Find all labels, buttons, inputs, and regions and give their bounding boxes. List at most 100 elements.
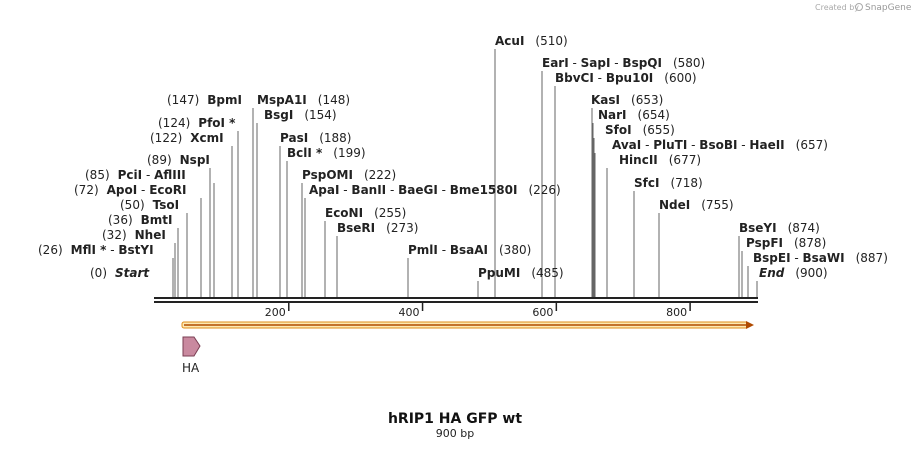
site-position: (50): [120, 198, 145, 212]
ruler-ticks: 200 400 600 800: [265, 303, 691, 319]
enzyme-name: HaeII: [749, 138, 784, 152]
enzyme-name: EcoRI: [149, 183, 186, 197]
restriction-site[interactable]: (89) NspI: [147, 153, 210, 167]
enzyme-name: PspFI: [746, 236, 783, 250]
restriction-site[interactable]: BbvCI - Bpu10I (600): [555, 71, 697, 85]
enzyme-name: KasI: [591, 93, 620, 107]
restriction-site[interactable]: SfoI (655): [605, 123, 675, 137]
enzyme-name: PasI: [280, 131, 308, 145]
enzyme-name: AflIII: [154, 168, 186, 182]
enzyme-name: BsgI: [264, 108, 293, 122]
restriction-site[interactable]: BsgI (154): [264, 108, 337, 122]
restriction-site[interactable]: KasI (653): [591, 93, 663, 107]
enzyme-name: SfoI: [605, 123, 632, 137]
site-labels: (0) Start (26) MflI * - BstYI(32) NheI(36) Bm…: [38, 34, 888, 280]
restriction-site[interactable]: (124) PfoI *: [158, 116, 236, 130]
enzyme-name: BsaAI: [450, 243, 488, 257]
enzyme-name: EarI: [542, 56, 569, 70]
site-position: (600): [664, 71, 696, 85]
restriction-site[interactable]: NarI (654): [598, 108, 670, 122]
restriction-site[interactable]: (32) NheI: [102, 228, 166, 242]
site-separator: -: [641, 138, 653, 152]
site-separator: -: [438, 183, 450, 197]
restriction-site[interactable]: AcuI (510): [495, 34, 568, 48]
restriction-site[interactable]: ApaI - BanII - BaeGI - Bme1580I (226): [309, 183, 561, 197]
ha-feature-label: HA: [182, 361, 200, 375]
site-position: (124): [158, 116, 190, 130]
enzyme-name: Bpu10I: [606, 71, 653, 85]
enzyme-name: MspA1I: [257, 93, 307, 107]
enzyme-name: AcuI: [495, 34, 524, 48]
ha-feature-arrow: [182, 336, 201, 357]
enzyme-name: PluTI: [653, 138, 687, 152]
restriction-site[interactable]: SfcI (718): [634, 176, 703, 190]
enzyme-name: PspOMI: [302, 168, 353, 182]
enzyme-name: NarI: [598, 108, 627, 122]
site-position: (154): [304, 108, 336, 122]
enzyme-name: PmlI: [408, 243, 438, 257]
restriction-site[interactable]: (50) TsoI: [120, 198, 179, 212]
restriction-site[interactable]: (147) BpmI: [167, 93, 242, 107]
map-length: 900 bp: [436, 427, 474, 440]
enzyme-name: BclI *: [287, 146, 323, 160]
enzyme-name: PfoI *: [198, 116, 236, 130]
restriction-site[interactable]: End (900): [759, 266, 828, 280]
restriction-site[interactable]: (0) Start: [90, 266, 150, 280]
restriction-site[interactable]: (72) ApoI - EcoRI: [74, 183, 186, 197]
restriction-site[interactable]: (26) MflI * - BstYI: [38, 243, 154, 257]
site-position: (0): [90, 266, 107, 280]
enzyme-name: BaeGI: [398, 183, 438, 197]
restriction-site[interactable]: PmlI - BsaAI (380): [408, 243, 531, 257]
restriction-site[interactable]: AvaI - PluTI - BsoBI - HaeII (657): [612, 138, 828, 152]
site-position: (874): [788, 221, 820, 235]
restriction-site[interactable]: EarI - SapI - BspQI (580): [542, 56, 705, 70]
restriction-site[interactable]: BseRI (273): [337, 221, 418, 235]
restriction-site[interactable]: (85) PciI - AflIII: [85, 168, 186, 182]
enzyme-name: Start: [115, 266, 150, 280]
site-position: (222): [364, 168, 396, 182]
ruler-tick-label: 400: [399, 306, 420, 319]
enzyme-name: BbvCI: [555, 71, 594, 85]
restriction-site[interactable]: EcoNI (255): [325, 206, 406, 220]
enzyme-name: NspI: [180, 153, 210, 167]
restriction-site[interactable]: NdeI (755): [659, 198, 734, 212]
site-position: (655): [643, 123, 675, 137]
restriction-site[interactable]: BseYI (874): [739, 221, 820, 235]
site-position: (148): [318, 93, 350, 107]
enzyme-name: End: [759, 266, 785, 280]
ruler-tick-label: 600: [532, 306, 553, 319]
site-position: (654): [638, 108, 670, 122]
enzyme-name: NdeI: [659, 198, 690, 212]
enzyme-name: BseRI: [337, 221, 375, 235]
site-position: (580): [673, 56, 705, 70]
enzyme-name: SapI: [581, 56, 611, 70]
enzyme-name: ApoI: [107, 183, 138, 197]
enzyme-name: BseYI: [739, 221, 777, 235]
restriction-site[interactable]: HincII (677): [619, 153, 701, 167]
restriction-site[interactable]: MspA1I (148): [257, 93, 350, 107]
site-position: (273): [386, 221, 418, 235]
restriction-site[interactable]: PasI (188): [280, 131, 351, 145]
site-position: (226): [528, 183, 560, 197]
restriction-site[interactable]: PpuMI (485): [478, 266, 564, 280]
site-position: (188): [319, 131, 351, 145]
site-separator: -: [106, 243, 118, 257]
site-position: (878): [794, 236, 826, 250]
site-separator: -: [438, 243, 450, 257]
restriction-site[interactable]: (36) BmtI: [108, 213, 173, 227]
site-position: (380): [499, 243, 531, 257]
site-position: (485): [531, 266, 563, 280]
site-position: (89): [147, 153, 172, 167]
enzyme-name: BsoBI: [699, 138, 737, 152]
restriction-site[interactable]: (122) XcmI: [150, 131, 224, 145]
restriction-site[interactable]: PspOMI (222): [302, 168, 396, 182]
restriction-site[interactable]: BspEI - BsaWI (887): [753, 251, 888, 265]
site-position: (657): [796, 138, 828, 152]
enzyme-name: PpuMI: [478, 266, 520, 280]
restriction-site[interactable]: PspFI (878): [746, 236, 826, 250]
orf-arrow[interactable]: [181, 321, 754, 329]
enzyme-name: XcmI: [190, 131, 223, 145]
site-position: (72): [74, 183, 99, 197]
restriction-site[interactable]: BclI * (199): [287, 146, 366, 160]
feature-ha[interactable]: HA: [182, 336, 201, 375]
